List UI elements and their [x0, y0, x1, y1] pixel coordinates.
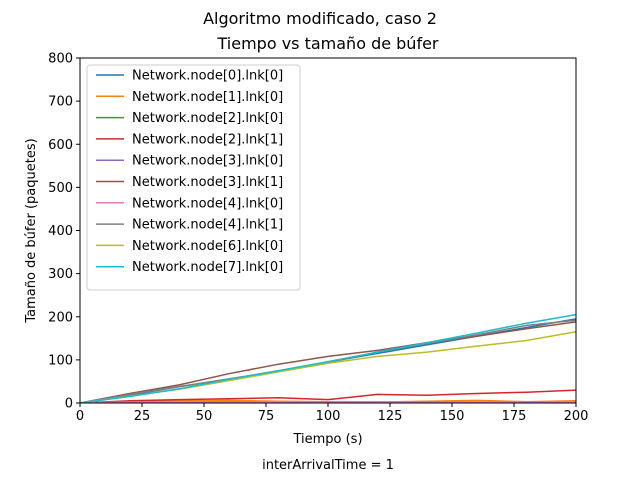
- y-axis: 0 100 200 300 400 500 600 700 800: [48, 52, 80, 412]
- series-line-6: [80, 400, 576, 403]
- series-line-9: [80, 313, 576, 403]
- legend-box: [86, 64, 301, 291]
- x-tick-label-7: 175: [502, 409, 527, 424]
- y-tick-label-7: 700: [48, 95, 73, 110]
- legend-label-3: Network.node[2].lnk[1]: [132, 132, 283, 147]
- x-tick-label-4: 100: [316, 409, 341, 424]
- x-tick-label-5: 125: [378, 409, 403, 424]
- x-tick-label-2: 50: [196, 409, 213, 424]
- legend-label-2: Network.node[2].lnk[0]: [132, 111, 283, 126]
- footer-note: interArrivalTime = 1: [262, 458, 394, 473]
- legend-label-9: Network.node[7].lnk[0]: [132, 260, 283, 275]
- x-axis-label: Tiempo (s): [292, 432, 362, 447]
- series-line-5: [80, 321, 576, 403]
- x-tick-label-1: 25: [134, 409, 151, 424]
- legend-label-7: Network.node[4].lnk[1]: [132, 218, 283, 233]
- legend-label-0: Network.node[0].lnk[0]: [132, 69, 283, 84]
- legend-label-8: Network.node[6].lnk[0]: [132, 239, 283, 254]
- y-tick-label-3: 300: [48, 267, 73, 282]
- chart-suptitle: Algoritmo modificado, caso 2: [203, 9, 437, 28]
- legend-label-6: Network.node[4].lnk[0]: [132, 196, 283, 211]
- plot-area: [80, 313, 576, 403]
- y-axis-label: Tamaño de búfer (paquetes): [24, 138, 39, 323]
- y-tick-label-1: 100: [48, 353, 73, 368]
- x-tick-label-3: 75: [258, 409, 275, 424]
- series-line-7: [80, 319, 576, 403]
- series-layer: [80, 313, 576, 403]
- legend-label-4: Network.node[3].lnk[0]: [132, 154, 283, 169]
- x-tick-label-8: 200: [564, 409, 589, 424]
- y-tick-label-8: 800: [48, 52, 73, 67]
- series-line-3: [80, 389, 576, 403]
- y-tick-label-0: 0: [65, 397, 73, 412]
- chart-title: Tiempo vs tamaño de búfer: [217, 34, 439, 53]
- y-tick-label-2: 200: [48, 310, 73, 325]
- y-tick-label-6: 600: [48, 138, 73, 153]
- y-tick-label-4: 400: [48, 224, 73, 239]
- legend-label-5: Network.node[3].lnk[1]: [132, 175, 283, 190]
- x-axis: 0 25 50 75 100 125 150 175 200: [76, 403, 589, 424]
- legend: Network.node[0].lnk[0] Network.node[1].ln…: [86, 64, 301, 291]
- x-tick-label-6: 150: [440, 409, 465, 424]
- legend-label-1: Network.node[1].lnk[0]: [132, 90, 283, 105]
- x-tick-label-0: 0: [76, 409, 84, 424]
- y-tick-label-5: 500: [48, 181, 73, 196]
